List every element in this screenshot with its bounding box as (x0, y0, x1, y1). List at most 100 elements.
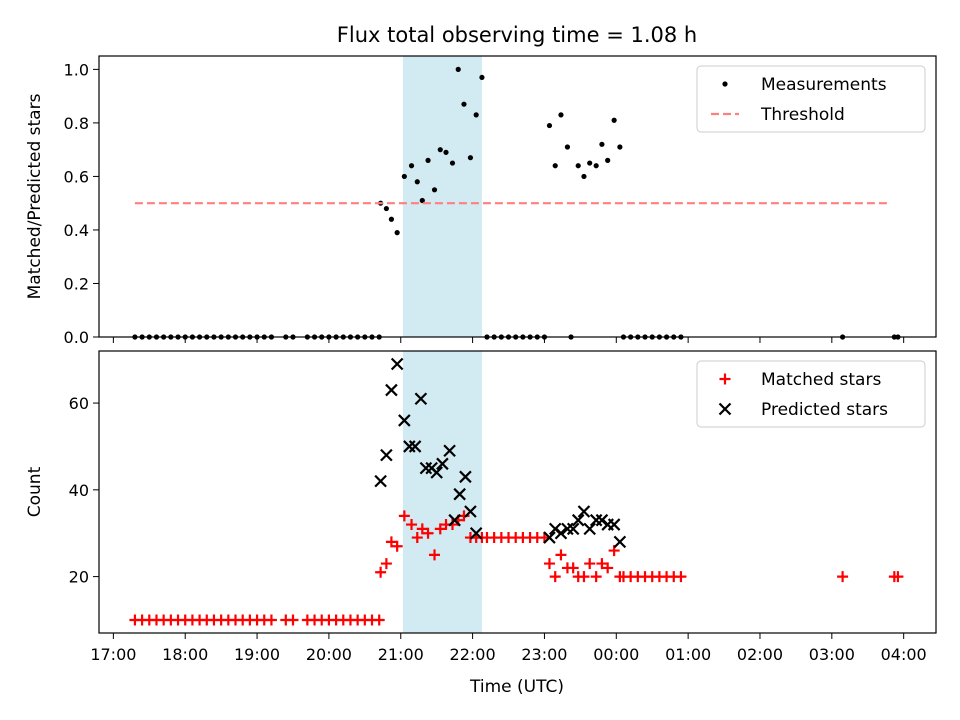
data-point (430, 466, 443, 479)
data-point (419, 197, 425, 204)
chart-title: Flux total observing time = 1.08 h (337, 23, 697, 47)
data-point (391, 540, 403, 552)
data-point (577, 505, 591, 518)
data-point (469, 526, 483, 540)
data-point (578, 571, 590, 583)
data-point (398, 414, 411, 427)
data-point (467, 155, 474, 161)
data-point (422, 527, 434, 539)
data-point (434, 523, 446, 535)
data-point (564, 144, 571, 150)
data-point (558, 112, 564, 118)
data-point (575, 163, 581, 169)
data-point (406, 519, 418, 531)
y-tick-label: 60 (69, 394, 89, 413)
plot-frame (98, 55, 937, 338)
data-point (287, 614, 299, 626)
x-tick-label: 21:00 (378, 645, 424, 664)
data-point (567, 562, 579, 574)
data-point (599, 141, 605, 147)
data-point (431, 187, 438, 193)
data-point (837, 571, 849, 583)
legend-marker (722, 81, 728, 87)
data-point (566, 522, 580, 536)
data-point (561, 522, 574, 536)
data-point (596, 558, 608, 570)
x-tick-label: 00:00 (593, 645, 639, 664)
legend-label: Measurements (761, 75, 887, 95)
x-tick-label: 03:00 (809, 645, 855, 664)
data-point (593, 163, 599, 169)
legend: Matched stars Predicted stars (696, 360, 926, 428)
data-point (408, 163, 415, 169)
data-point (552, 163, 558, 169)
series-predicted-stars (374, 357, 627, 549)
data-point (602, 562, 614, 574)
x-tick-label: 01:00 (665, 645, 711, 664)
legend-box (696, 65, 926, 133)
data-point (414, 392, 428, 406)
data-point (448, 513, 461, 527)
y-tick-label: 1.0 (64, 60, 89, 79)
x-tick-label: 23:00 (521, 645, 567, 664)
data-point (449, 160, 456, 166)
y-tick-label: 0.0 (64, 328, 89, 347)
panel-ratio: 0.0 0.2 0.4 0.6 0.8 1.0 Matched/Predicted star… (25, 55, 937, 347)
data-point (543, 531, 556, 544)
highlight-span (402, 351, 482, 633)
data-point (443, 444, 456, 458)
y-tick-label: 0.2 (64, 274, 89, 293)
data-point (443, 149, 449, 155)
data-point (425, 157, 431, 163)
series-measurements (132, 66, 901, 340)
data-point (543, 558, 555, 570)
data-point (411, 532, 423, 544)
data-point (613, 535, 627, 549)
data-point (398, 510, 410, 522)
data-point (549, 571, 561, 583)
x-tick-label: 22:00 (450, 645, 496, 664)
data-point (892, 571, 904, 583)
data-point (461, 101, 467, 107)
legend-marker (718, 402, 732, 416)
legend-label: Matched stars (761, 370, 881, 390)
data-point (373, 614, 385, 626)
y-tick-label: 0.8 (64, 114, 89, 133)
data-point (380, 448, 393, 462)
plot-frame (98, 350, 937, 634)
panel-counts: 20 40 60 17:00 18:00 19:00 20:00 21:00 22:00 23:0… (25, 350, 937, 664)
data-point (554, 526, 568, 540)
data-point (675, 571, 687, 583)
data-point (584, 558, 596, 570)
data-point (394, 230, 400, 236)
data-point (581, 173, 587, 180)
data-point (611, 117, 617, 123)
data-point (617, 144, 623, 150)
legend-marker (719, 373, 731, 385)
highlight-span (402, 56, 482, 337)
data-point (571, 513, 585, 527)
y-tick-label: 0.4 (64, 221, 89, 240)
data-point (414, 179, 420, 185)
data-point (587, 160, 593, 166)
data-point (265, 614, 277, 626)
data-point (403, 440, 416, 453)
data-point (464, 505, 477, 518)
x-axis-label: Time (UTC) (469, 677, 564, 697)
data-point (546, 122, 553, 129)
data-point (374, 474, 387, 488)
data-point (607, 518, 621, 531)
data-point (459, 470, 472, 484)
x-tick-label: 19:00 (234, 645, 280, 664)
data-point (455, 66, 461, 72)
data-point (385, 383, 398, 397)
data-point (437, 147, 443, 153)
data-point (408, 440, 422, 453)
data-point (419, 461, 433, 475)
data-point (401, 173, 407, 180)
data-point (605, 157, 611, 163)
data-point (390, 357, 404, 371)
data-point (436, 457, 449, 471)
legend-label: Predicted stars (761, 400, 888, 420)
